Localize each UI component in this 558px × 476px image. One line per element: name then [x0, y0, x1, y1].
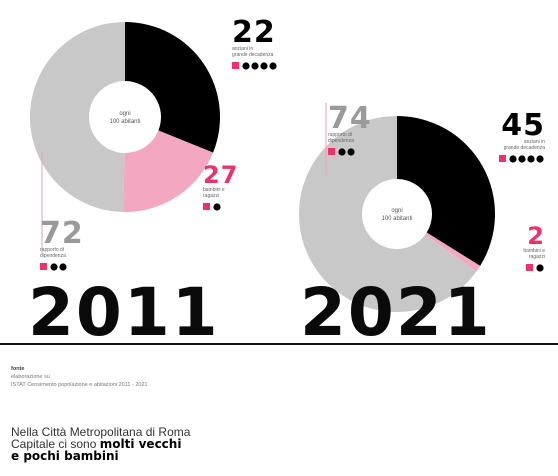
headline-line-2: Capitale ci sono molti vecchi [11, 438, 190, 450]
source-line-1: elaborazione su [11, 374, 50, 380]
headline: Nella Città Metropolitana di Roma Capita… [11, 426, 190, 462]
donut-segment-2011-1 [123, 130, 214, 213]
segment-label-2021-0-0: anziani in [524, 139, 545, 145]
headline-line-2-normal: Capitale ci sono [11, 437, 100, 451]
year-label-2011: 2011 [28, 274, 220, 351]
marker-dot-2021-0-2 [527, 155, 535, 163]
value-label-2011-1: 27 [203, 161, 238, 189]
headline-line-1: Nella Città Metropolitana di Roma [11, 425, 191, 439]
segment-label-2021-2-0: rapporto di [328, 132, 352, 138]
donut-segment-2011-2 [29, 22, 126, 212]
donut-segment-2021-1 [425, 232, 481, 272]
marker-dot-2021-0-3 [536, 155, 544, 163]
value-label-2021-0: 45 [501, 108, 545, 143]
segment-label-2021-1-0: bambini e [523, 248, 545, 254]
source-note: fonte elaborazione su ISTAT Censimento p… [11, 365, 148, 389]
marker-dot-2011-2-1 [59, 263, 67, 271]
marker-square-2021-2 [328, 148, 335, 155]
source-line-2: ISTAT Censimento popolazione e abitazion… [11, 382, 148, 388]
marker-square-2021-1 [526, 264, 533, 271]
marker-dot-2021-1-0 [536, 264, 544, 272]
marker-dot-2021-2-0 [338, 148, 346, 156]
marker-dot-2011-0-0 [242, 62, 250, 70]
segment-label-2011-0-0: anziani in [232, 46, 253, 52]
headline-line-2-bold: molti vecchi [99, 437, 182, 451]
value-label-2011-2: 72 [40, 216, 84, 251]
segment-label-2021-2-1: dipendenza [328, 138, 354, 144]
donut-segment-2021-0 [397, 116, 495, 266]
marker-square-2011-0 [232, 62, 239, 69]
marker-dot-2021-0-0 [509, 155, 517, 163]
headline-line-3: e pochi bambini [11, 449, 119, 463]
segment-label-2021-1-1: ragazzi [529, 254, 545, 260]
marker-square-2011-2 [40, 263, 47, 270]
value-label-2021-1: 2 [527, 222, 545, 250]
donut-segment-2021-2 [299, 116, 477, 312]
segment-label-2021-0-1: grande decadenza [504, 145, 546, 151]
segment-label-2011-2-1: dipendenza [40, 253, 66, 259]
source-title: fonte [11, 366, 25, 372]
center-label-2021-0: ogni [391, 208, 402, 214]
segment-label-2011-2-0: rapporto di [40, 247, 64, 253]
marker-dot-2011-0-2 [260, 62, 268, 70]
value-label-2021-2: 74 [328, 101, 372, 136]
marker-dot-2011-1-0 [213, 203, 221, 211]
center-label-2021-1: 100 abitanti [381, 216, 412, 222]
marker-dot-2011-0-1 [251, 62, 259, 70]
segment-label-2011-1-1: ragazzi [203, 193, 219, 199]
center-label-2011-0: ogni [119, 111, 130, 117]
marker-dot-2021-0-1 [518, 155, 526, 163]
segment-label-2011-0-1: grande decadenza [232, 52, 274, 58]
baseline-rule [0, 343, 558, 345]
year-label-2021: 2021 [300, 274, 492, 351]
marker-dot-2011-2-0 [50, 263, 58, 271]
segment-label-2011-1-0: bambini e [203, 187, 225, 193]
marker-dot-2021-2-1 [347, 148, 355, 156]
donut-segment-2011-0 [125, 22, 220, 153]
marker-dot-2011-0-3 [269, 62, 277, 70]
center-label-2011-1: 100 abitanti [109, 119, 140, 125]
marker-square-2011-1 [203, 203, 210, 210]
marker-square-2021-0 [499, 155, 506, 162]
value-label-2011-0: 22 [232, 15, 276, 50]
